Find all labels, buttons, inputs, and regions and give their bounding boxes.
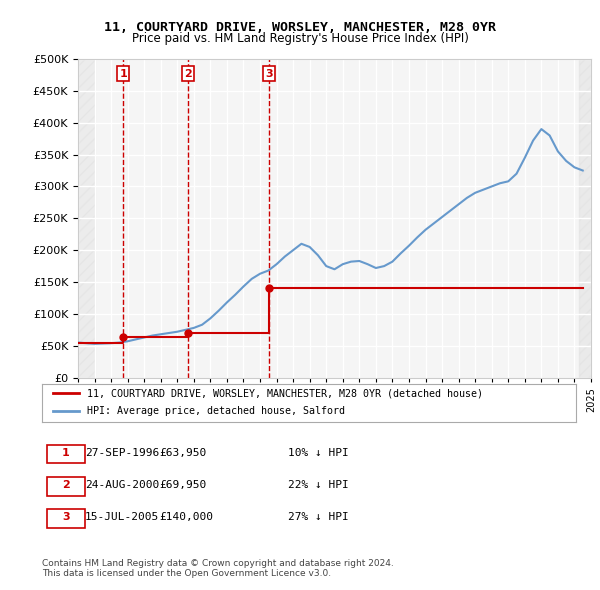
FancyBboxPatch shape (47, 445, 85, 463)
Text: 3: 3 (265, 68, 273, 78)
Text: 22% ↓ HPI: 22% ↓ HPI (287, 480, 349, 490)
Text: 15-JUL-2005: 15-JUL-2005 (85, 513, 159, 523)
Bar (78, 59, 95, 378)
Text: 11, COURTYARD DRIVE, WORSLEY, MANCHESTER, M28 0YR: 11, COURTYARD DRIVE, WORSLEY, MANCHESTER… (104, 21, 496, 34)
Text: 10% ↓ HPI: 10% ↓ HPI (287, 448, 349, 458)
FancyBboxPatch shape (47, 509, 85, 528)
Text: 11, COURTYARD DRIVE, WORSLEY, MANCHESTER, M28 0YR (detached house): 11, COURTYARD DRIVE, WORSLEY, MANCHESTER… (88, 388, 484, 398)
Text: 27-SEP-1996: 27-SEP-1996 (85, 448, 159, 458)
Text: 27% ↓ HPI: 27% ↓ HPI (287, 513, 349, 523)
Text: £63,950: £63,950 (160, 448, 207, 458)
Text: 2: 2 (62, 480, 70, 490)
Text: 1: 1 (119, 68, 127, 78)
Bar (580, 59, 591, 378)
Text: 24-AUG-2000: 24-AUG-2000 (85, 480, 159, 490)
Text: 1: 1 (62, 448, 70, 458)
Text: Contains HM Land Registry data © Crown copyright and database right 2024.
This d: Contains HM Land Registry data © Crown c… (42, 559, 394, 578)
FancyBboxPatch shape (47, 477, 85, 496)
Text: 2: 2 (184, 68, 192, 78)
Text: HPI: Average price, detached house, Salford: HPI: Average price, detached house, Salf… (88, 406, 346, 416)
Text: 3: 3 (62, 513, 70, 523)
Text: Price paid vs. HM Land Registry's House Price Index (HPI): Price paid vs. HM Land Registry's House … (131, 32, 469, 45)
Bar (78, 59, 95, 378)
Text: £69,950: £69,950 (160, 480, 207, 490)
Text: £140,000: £140,000 (160, 513, 214, 523)
